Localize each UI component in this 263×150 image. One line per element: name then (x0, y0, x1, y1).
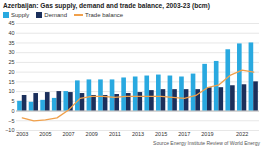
svg-text:2011: 2011 (109, 131, 121, 137)
html-text:Source Energy Institute Review: Source Energy Institute Review of World … (153, 140, 260, 146)
svg-text:5: 5 (11, 98, 14, 104)
svg-text:35: 35 (8, 40, 14, 46)
svg-text:2017: 2017 (178, 131, 190, 137)
svg-text:2013: 2013 (132, 131, 144, 137)
html-text:Trade balance: Trade balance (85, 11, 124, 18)
svg-text:−5: −5 (8, 118, 14, 124)
svg-text:0: 0 (11, 108, 14, 114)
svg-text:2015: 2015 (155, 131, 167, 137)
svg-text:25: 25 (8, 59, 14, 65)
svg-text:15: 15 (8, 79, 14, 85)
svg-text:2007: 2007 (62, 131, 74, 137)
svg-text:2022: 2022 (236, 131, 248, 137)
svg-text:30: 30 (8, 49, 14, 55)
html-text:Azerbaijan: Gas supply, demand: Azerbaijan: Gas supply, demand and trade… (3, 2, 210, 9)
svg-text:−10: −10 (5, 127, 14, 133)
svg-text:40: 40 (8, 30, 14, 36)
svg-text:45: 45 (8, 20, 14, 26)
svg-text:2005: 2005 (39, 131, 51, 137)
html-text:Supply: Supply (11, 11, 30, 18)
svg-text:2019: 2019 (201, 131, 213, 137)
svg-text:2009: 2009 (86, 131, 98, 137)
svg-text:20: 20 (8, 69, 14, 75)
svg-text:10: 10 (8, 88, 14, 94)
html-text:Demand: Demand (44, 11, 67, 18)
svg-text:2003: 2003 (16, 131, 28, 137)
